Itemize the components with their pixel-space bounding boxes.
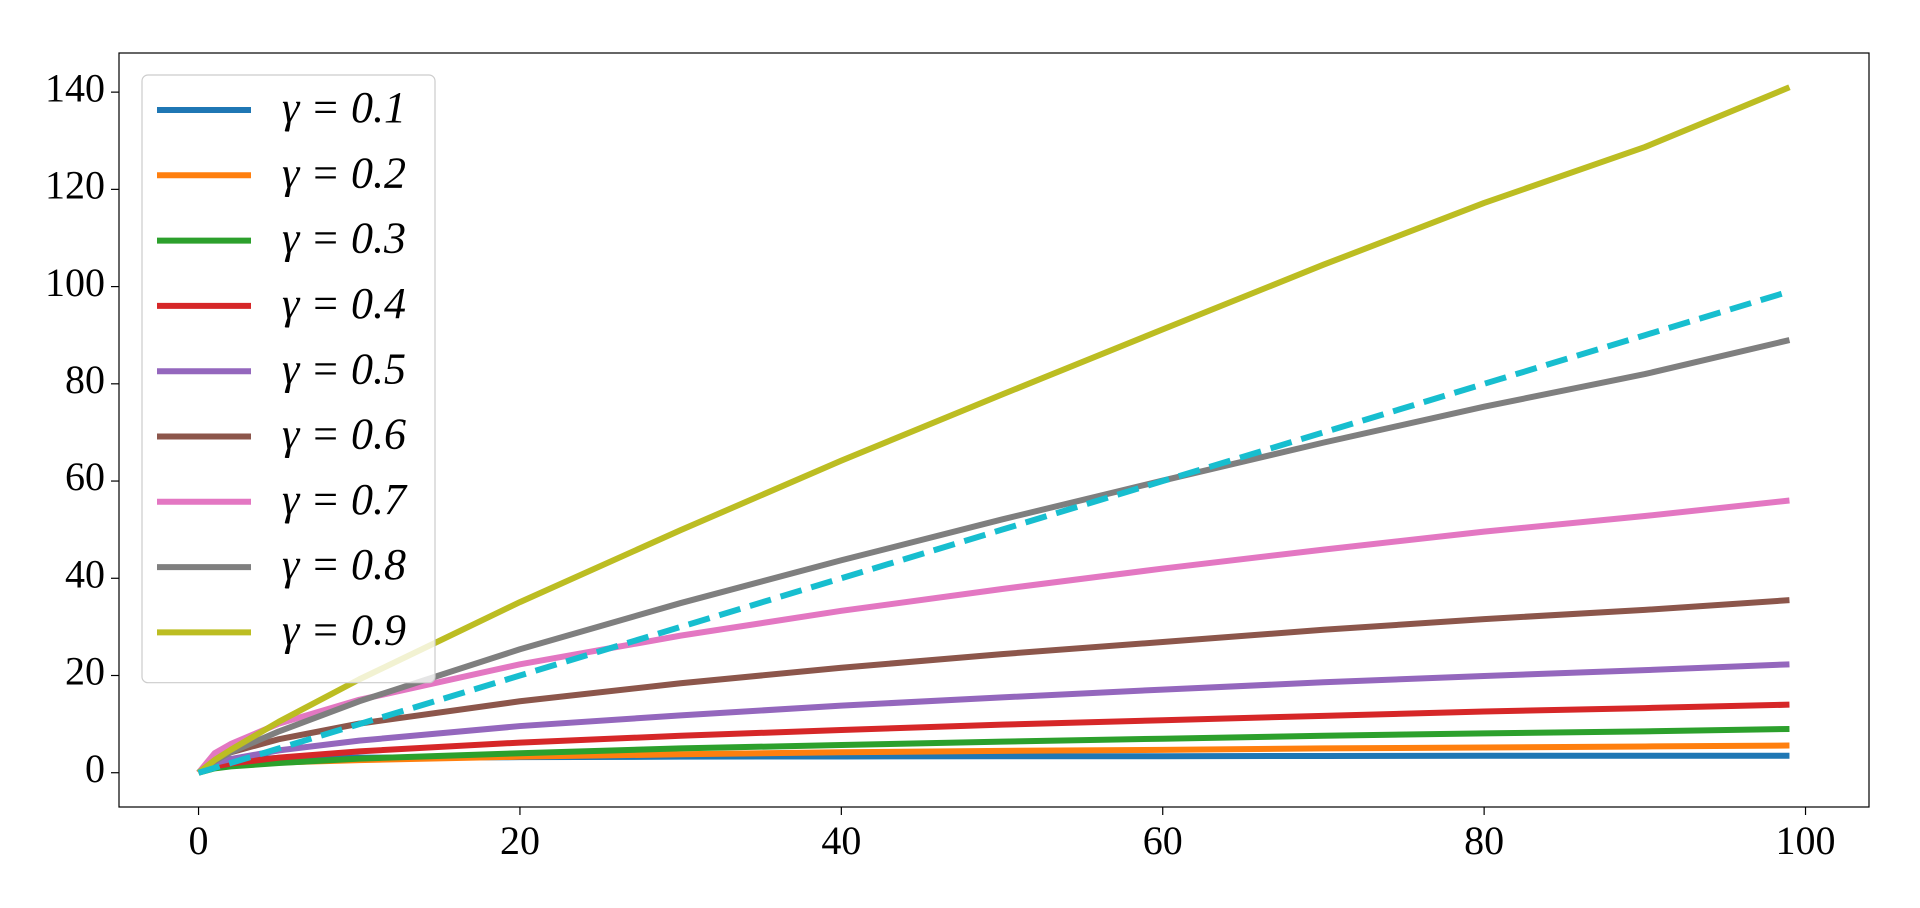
x-tick-label: 0	[189, 818, 209, 863]
x-tick-label: 100	[1776, 818, 1836, 863]
plot-frame	[118, 52, 1870, 808]
legend-label: γ = 0.1	[282, 83, 406, 132]
y-tick-label: 120	[45, 163, 105, 208]
legend-label: γ = 0.8	[282, 540, 406, 589]
x-tick-label: 60	[1143, 818, 1183, 863]
x-tick-label: 40	[821, 818, 861, 863]
legend-label: γ = 0.2	[282, 148, 406, 197]
legend-label: γ = 0.6	[282, 410, 406, 459]
x-tick-label: 80	[1464, 818, 1504, 863]
legend-label: γ = 0.4	[282, 279, 406, 328]
series-line	[196, 337, 1791, 776]
legend-box	[141, 74, 436, 684]
y-tick-label: 20	[65, 649, 105, 694]
legend-label: γ = 0.7	[282, 475, 408, 524]
x-tick-label: 20	[500, 818, 540, 863]
y-tick-label: 40	[65, 551, 105, 596]
legend-label: γ = 0.9	[282, 605, 406, 654]
series-line	[196, 497, 1790, 775]
y-tick-label: 140	[45, 65, 105, 110]
y-tick-label: 60	[65, 454, 105, 499]
y-tick-label: 80	[65, 357, 105, 402]
legend-label: γ = 0.5	[282, 344, 406, 393]
legend-label: γ = 0.3	[282, 214, 406, 263]
series-line	[197, 725, 1790, 776]
y-tick-label: 0	[85, 746, 105, 791]
y-tick-label: 100	[45, 260, 105, 305]
series-line	[196, 84, 1791, 776]
series-line	[197, 288, 1791, 776]
